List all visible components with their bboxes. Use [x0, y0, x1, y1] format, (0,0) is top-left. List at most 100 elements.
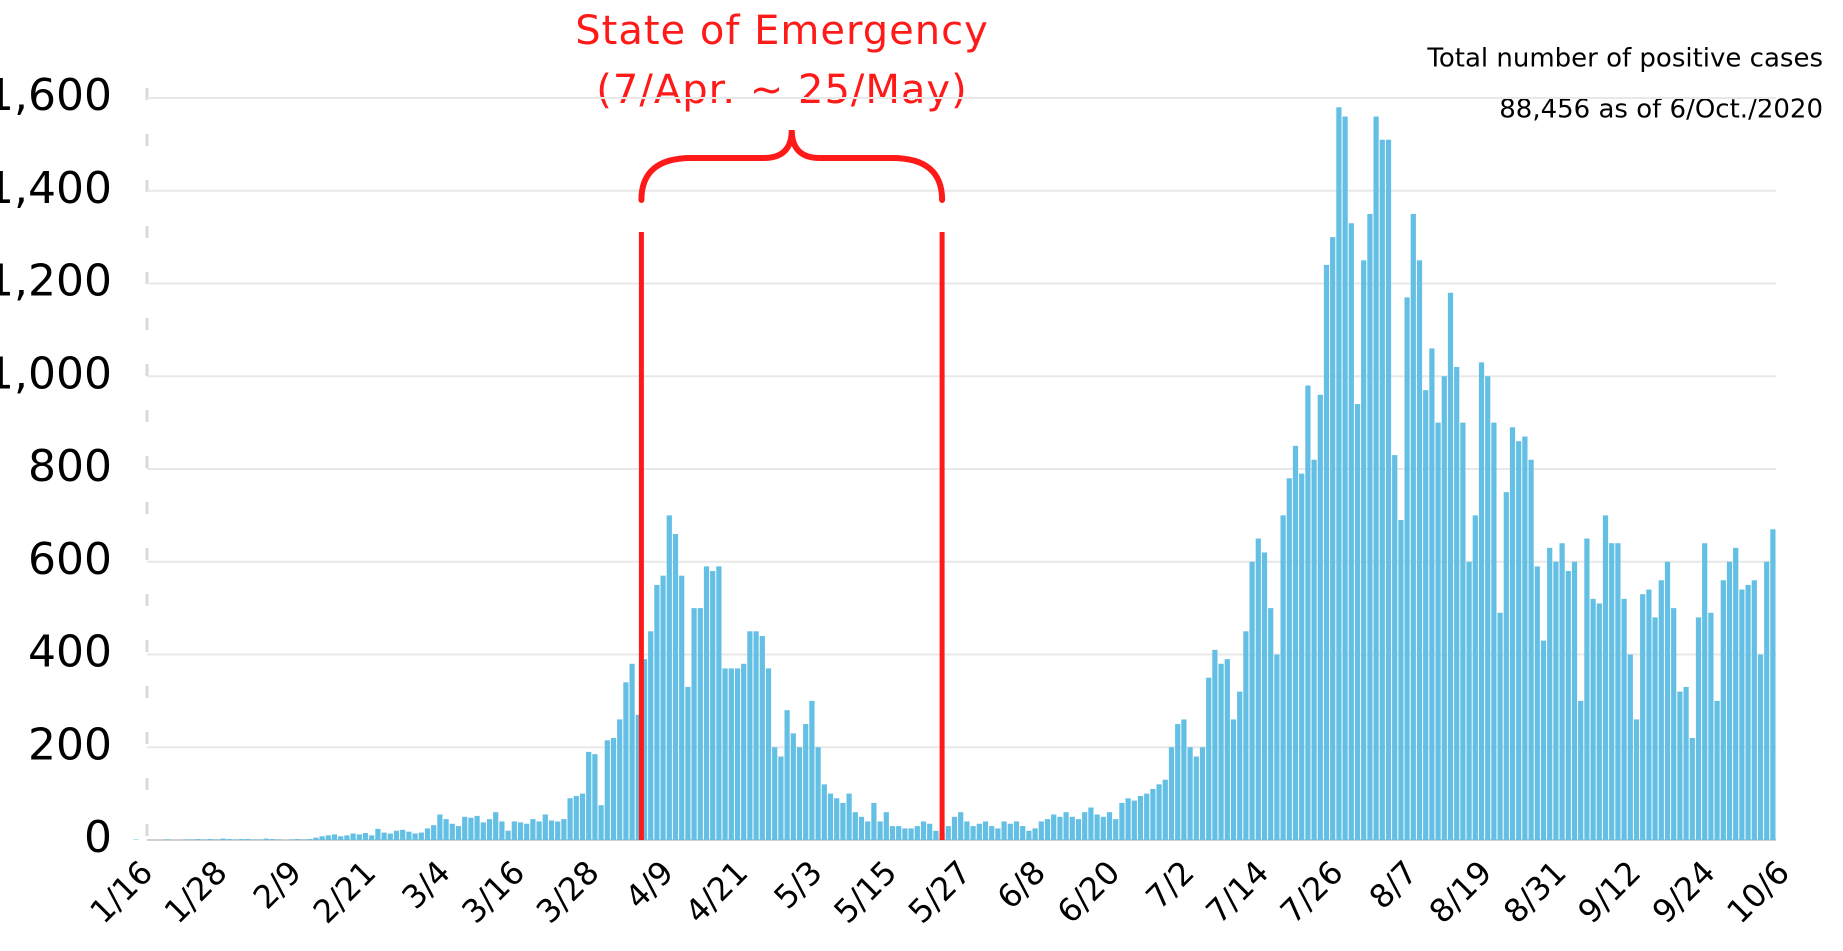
bar	[418, 832, 424, 840]
y-tick-label: 1,600	[0, 70, 112, 121]
bar	[1571, 561, 1578, 840]
bar	[697, 608, 703, 840]
bar	[1367, 213, 1373, 840]
bar	[1677, 691, 1683, 840]
bar	[927, 823, 933, 840]
bar	[1658, 580, 1664, 840]
bar	[1491, 422, 1497, 840]
bar	[1410, 213, 1416, 840]
bar	[1038, 821, 1044, 840]
bar	[555, 821, 561, 840]
bar	[1460, 422, 1466, 840]
bar	[1026, 830, 1032, 840]
bar	[1739, 589, 1745, 840]
bar	[548, 820, 555, 840]
bar	[238, 839, 245, 840]
bar	[660, 575, 666, 840]
bar	[344, 835, 350, 840]
bar	[1150, 788, 1156, 840]
bar	[734, 668, 741, 840]
bar	[1584, 538, 1590, 840]
bar	[1088, 807, 1094, 840]
bar	[933, 830, 939, 840]
bar	[1441, 376, 1447, 840]
x-tick-label: 7/26	[1273, 853, 1351, 931]
bar	[325, 835, 331, 840]
bar	[1423, 390, 1429, 840]
bar	[586, 751, 592, 840]
x-tick-label: 5/3	[766, 853, 829, 916]
bar	[1237, 691, 1243, 840]
bar	[1168, 747, 1175, 840]
x-tick-label: 2/9	[246, 853, 309, 916]
x-tick-label: 7/2	[1138, 853, 1201, 916]
bar	[858, 816, 865, 840]
y-tick-label: 0	[84, 812, 112, 863]
x-tick-label: 7/14	[1198, 853, 1276, 931]
bar	[1199, 747, 1206, 840]
bar	[226, 839, 232, 840]
bar	[1317, 394, 1323, 840]
bar	[1274, 654, 1280, 840]
x-tick-label: 5/27	[901, 853, 979, 931]
bar	[1361, 260, 1367, 840]
bar	[685, 686, 691, 840]
bar	[1261, 552, 1268, 840]
bar	[424, 828, 431, 840]
bar	[1218, 663, 1224, 840]
bar	[710, 571, 716, 840]
bar	[524, 823, 530, 840]
bar	[976, 823, 982, 840]
bar	[1646, 589, 1652, 840]
bar	[821, 784, 827, 840]
brace	[638, 129, 946, 203]
bar	[1082, 812, 1088, 840]
bar	[561, 819, 567, 840]
bar	[716, 566, 722, 840]
bar	[1156, 784, 1162, 840]
bar	[369, 835, 375, 840]
bar	[511, 821, 517, 840]
bar	[1745, 584, 1751, 840]
bar	[1466, 561, 1472, 840]
bar	[579, 793, 586, 840]
bar	[790, 733, 796, 840]
bar	[406, 831, 412, 840]
bar	[1119, 802, 1125, 840]
bar	[431, 825, 437, 840]
x-tick-label: 2/21	[306, 853, 384, 931]
bar	[356, 834, 362, 840]
bar	[741, 663, 747, 840]
x-tick-label: 9/24	[1645, 853, 1723, 931]
bar	[1323, 264, 1330, 840]
bar	[536, 821, 542, 840]
bar	[437, 814, 443, 840]
bar	[610, 737, 617, 840]
bar	[1454, 366, 1460, 840]
y-tick-label: 400	[28, 627, 112, 678]
bar	[505, 830, 511, 840]
bar	[1379, 139, 1385, 841]
bar	[1602, 515, 1609, 840]
bar	[666, 515, 672, 840]
bar	[852, 812, 858, 840]
bar	[1708, 612, 1714, 840]
bar	[1733, 547, 1739, 840]
bar	[207, 839, 214, 840]
bar	[1534, 566, 1540, 840]
bar	[294, 839, 300, 840]
bar	[387, 833, 393, 840]
bar	[1063, 812, 1069, 840]
bar	[1503, 492, 1509, 840]
bar	[1683, 686, 1689, 840]
bar	[319, 836, 325, 840]
bar	[1094, 814, 1100, 840]
bar	[982, 821, 989, 840]
bar	[1472, 515, 1478, 840]
y-tick-label: 200	[28, 719, 112, 770]
bar	[1485, 376, 1491, 840]
bar	[1689, 737, 1695, 840]
bar	[468, 817, 474, 840]
bar	[1230, 719, 1237, 840]
